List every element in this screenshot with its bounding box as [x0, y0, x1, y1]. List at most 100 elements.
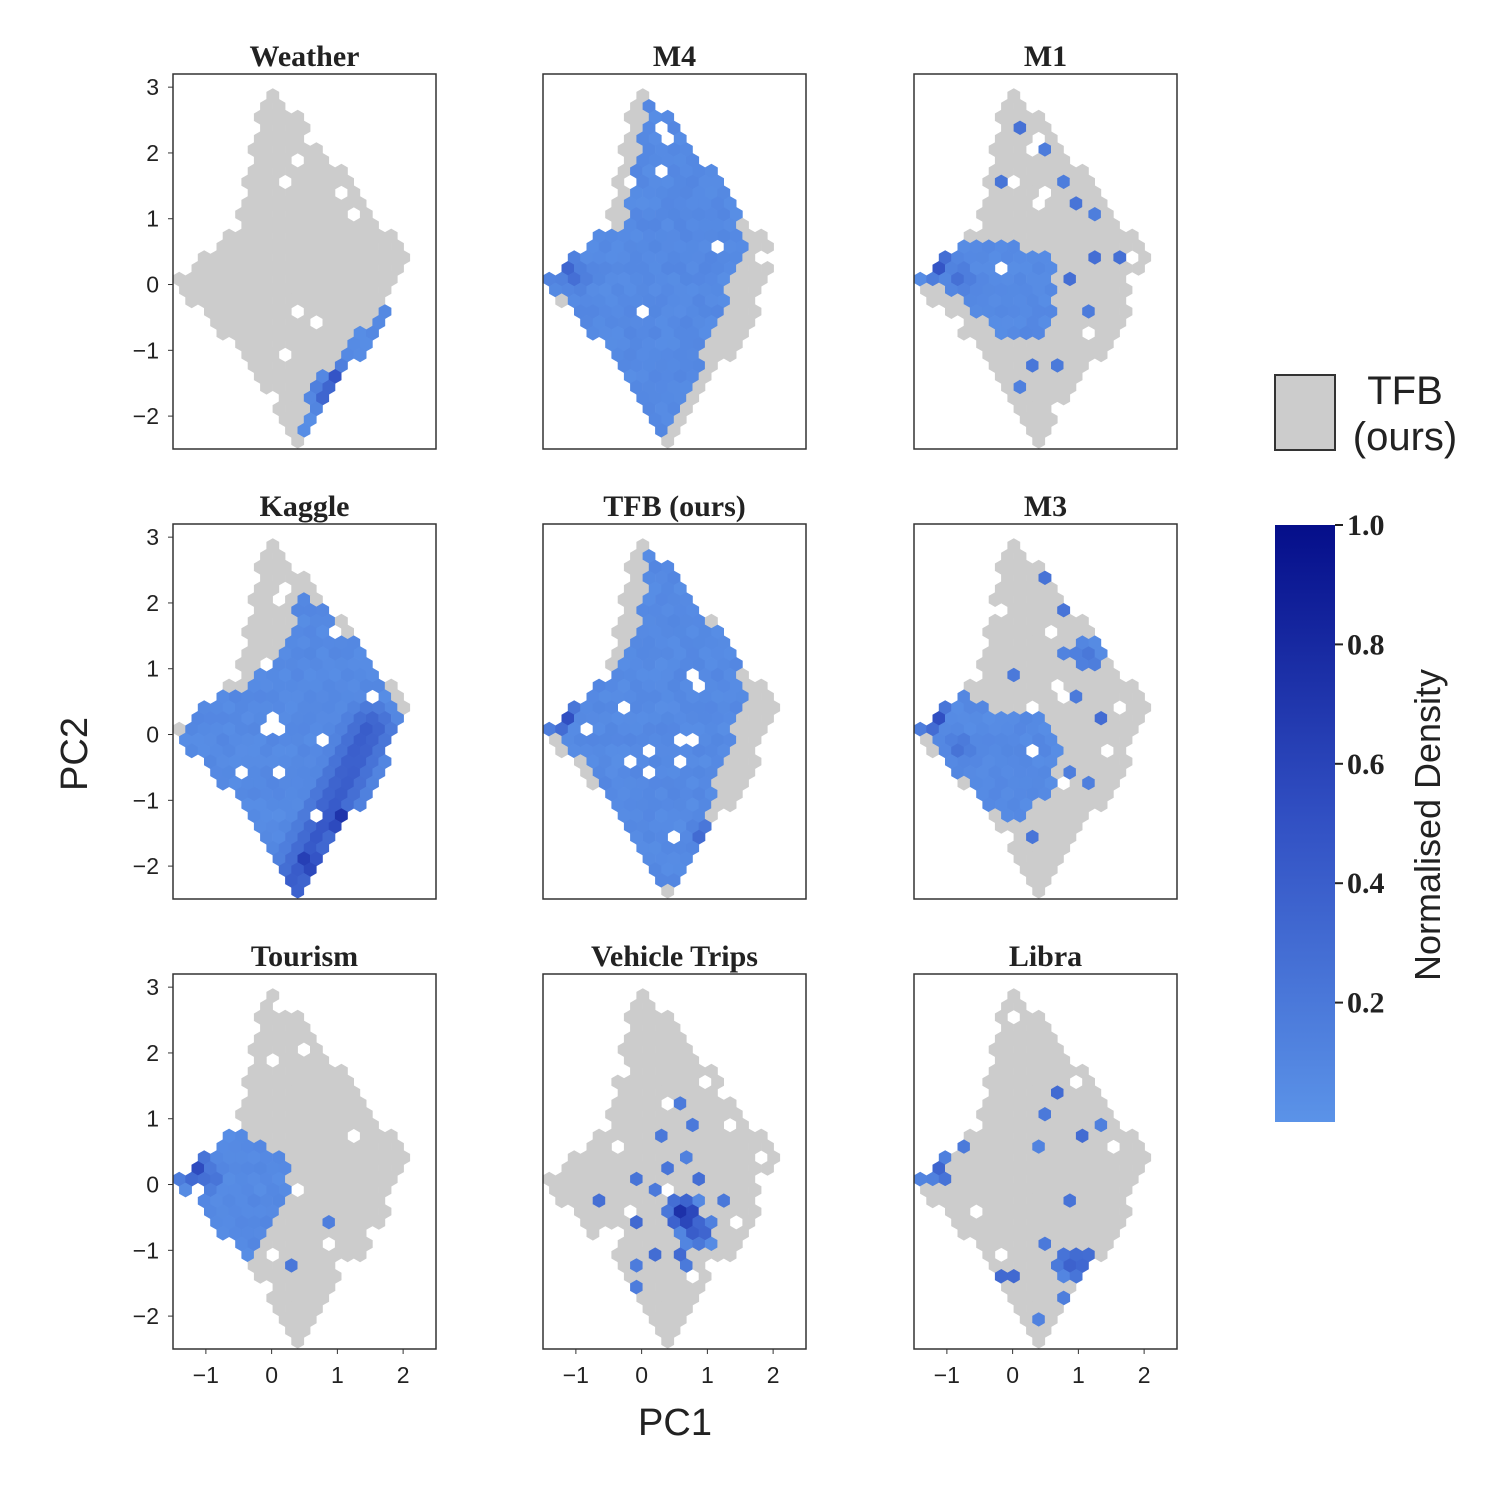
hex-cell: [692, 743, 706, 759]
hex-cell: [303, 1053, 317, 1068]
hex-cell: [1044, 732, 1058, 748]
hex-cell: [322, 721, 336, 737]
hex-cell: [353, 304, 367, 319]
hex-cell: [680, 1042, 693, 1057]
hex-cell: [642, 1171, 656, 1187]
hex-cell: [316, 775, 330, 791]
hex-cell: [266, 603, 280, 618]
hex-cell: [1001, 721, 1014, 737]
hex-cell: [1007, 1204, 1021, 1219]
hex-cell: [204, 1161, 217, 1176]
hex-cell: [623, 109, 637, 125]
hex-cell: [648, 325, 662, 341]
hex-cell: [341, 624, 354, 640]
hex-cell: [1026, 873, 1039, 888]
hex-cell: [951, 721, 965, 737]
hex-cell: [1132, 689, 1145, 705]
hex-cell: [692, 228, 706, 244]
hex-cell: [334, 1193, 348, 1209]
hex-cell: [1088, 1236, 1102, 1252]
hex-cell: [316, 1053, 330, 1068]
hex-cell: [253, 109, 267, 125]
hex-cell: [353, 239, 367, 255]
hex-cell: [655, 228, 668, 244]
hex-cell: [543, 271, 556, 287]
hex-cell: [957, 775, 971, 791]
hex-cell: [1026, 657, 1039, 672]
hex-cell: [648, 1312, 662, 1327]
hex-cell: [673, 1139, 687, 1155]
hex-cell: [617, 228, 631, 244]
hex-cell: [561, 261, 575, 276]
hex-cell: [711, 1182, 724, 1198]
hex-cell: [1051, 163, 1064, 179]
hex-cell: [1063, 1107, 1077, 1122]
hex-cell: [260, 142, 273, 157]
hex-cell: [1013, 163, 1027, 179]
hex-cell: [1051, 293, 1064, 309]
hex-cell: [378, 282, 392, 298]
hex-cell: [611, 1247, 625, 1263]
hex-cell: [247, 1128, 261, 1144]
hex-cell: [1057, 174, 1071, 190]
hex-cell: [185, 1171, 199, 1187]
hex-cell: [617, 1236, 631, 1252]
hex-cell: [278, 1290, 292, 1306]
hex-cell: [1026, 423, 1039, 438]
hex-cell: [235, 743, 248, 759]
hex-cell: [1013, 700, 1027, 715]
hex-cell: [748, 754, 762, 769]
hex-cell: [586, 304, 600, 319]
hex-cell: [228, 304, 242, 319]
hex-cell: [310, 401, 323, 417]
hex-cell: [341, 646, 354, 661]
hex-cell: [297, 851, 311, 867]
hex-cell: [328, 347, 342, 363]
panel-title: Kaggle: [260, 490, 350, 523]
hex-cell: [692, 700, 706, 715]
hex-cell: [322, 700, 336, 715]
hex-cell: [222, 700, 236, 715]
x-tick-label: 0: [1006, 1362, 1019, 1388]
hex-cell: [322, 336, 336, 352]
hex-cell: [617, 293, 631, 309]
hex-cell: [1051, 358, 1064, 373]
hex-cell: [359, 700, 373, 715]
hex-cell: [316, 819, 330, 834]
y-tick-label: −2: [133, 403, 159, 429]
hex-cell: [347, 185, 361, 201]
hex-cell: [228, 775, 242, 791]
hex-cell: [1026, 592, 1039, 607]
hex-cell: [1032, 797, 1046, 813]
hex-cell: [328, 754, 342, 769]
hex-cell: [648, 390, 662, 406]
hex-cell: [316, 347, 330, 363]
hex-cell: [266, 667, 280, 683]
hex-cell: [748, 689, 762, 705]
hex-cell: [994, 797, 1008, 813]
hex-cell: [216, 261, 230, 276]
hex-cell: [1038, 120, 1052, 136]
hex-cell: [1057, 282, 1071, 298]
x-axis-label: PC1: [638, 1402, 712, 1444]
hex-cell: [1038, 1107, 1052, 1122]
hex-cell: [698, 775, 712, 791]
hex-cell: [963, 228, 977, 244]
hex-cell: [197, 743, 211, 759]
hex-cell: [1088, 250, 1102, 265]
hex-cell: [711, 196, 724, 211]
hex-cell: [994, 754, 1008, 769]
hex-cell: [179, 732, 192, 748]
hex-cell: [704, 271, 718, 287]
hex-cell: [260, 743, 273, 759]
hex-cell: [334, 1215, 348, 1230]
hex-cell: [982, 325, 996, 341]
hex-cell: [711, 711, 724, 726]
hex-cell: [228, 282, 242, 298]
hex-cell: [1094, 797, 1108, 813]
hex-cell: [574, 754, 587, 769]
hex-cell: [686, 711, 700, 726]
hex-cell: [549, 732, 562, 748]
hex-cell: [630, 1279, 643, 1295]
hex-cell: [1063, 1279, 1077, 1295]
